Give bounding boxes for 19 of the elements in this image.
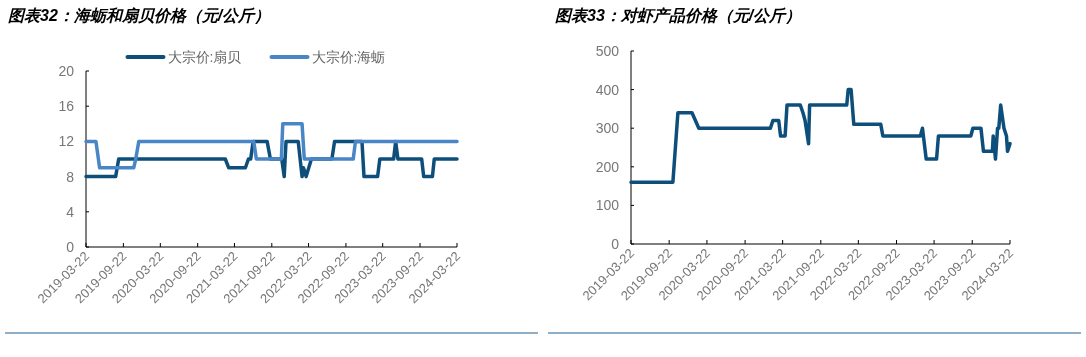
y-tick-label: 8 — [66, 168, 75, 185]
y-tick-label: 100 — [595, 197, 620, 214]
line-series — [629, 87, 1012, 184]
y-tick-label: 400 — [595, 81, 620, 98]
y-tick-label: 12 — [58, 133, 75, 150]
chart-title: 图表33：对虾产品价格（元/公斤） — [555, 7, 802, 25]
legend-label: 大宗价:海蛎 — [311, 49, 386, 65]
line-series — [84, 139, 459, 179]
y-tick-label: 20 — [58, 63, 75, 79]
y-tick-label: 0 — [66, 239, 75, 255]
y-tick-label: 16 — [58, 98, 75, 115]
line-series — [84, 122, 459, 170]
legend-label: 大宗价:扇贝 — [167, 49, 242, 65]
y-tick-label: 200 — [595, 158, 620, 175]
y-tick-label: 300 — [595, 120, 620, 137]
chart-title: 图表32：海蛎和扇贝价格（元/公斤） — [8, 6, 271, 25]
y-tick-label: 0 — [611, 236, 620, 252]
y-tick-label: 4 — [66, 203, 75, 220]
y-tick-label: 500 — [595, 43, 620, 59]
